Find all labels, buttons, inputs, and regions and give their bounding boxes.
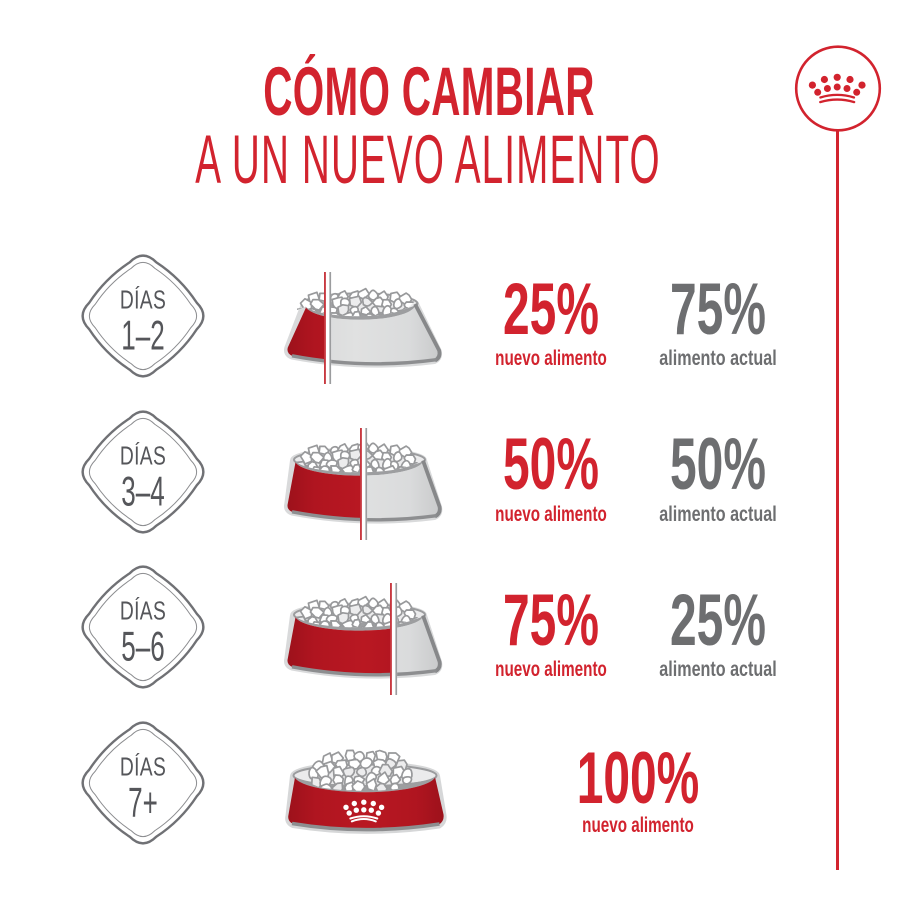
svg-text:3–4: 3–4 bbox=[121, 468, 164, 515]
svg-text:7+: 7+ bbox=[128, 779, 158, 826]
svg-text:DÍAS: DÍAS bbox=[120, 285, 166, 315]
svg-text:DÍAS: DÍAS bbox=[120, 596, 166, 626]
svg-text:DÍAS: DÍAS bbox=[120, 440, 166, 470]
svg-text:1–2: 1–2 bbox=[121, 312, 164, 359]
svg-text:DÍAS: DÍAS bbox=[120, 751, 166, 781]
svg-text:5–6: 5–6 bbox=[121, 623, 164, 670]
